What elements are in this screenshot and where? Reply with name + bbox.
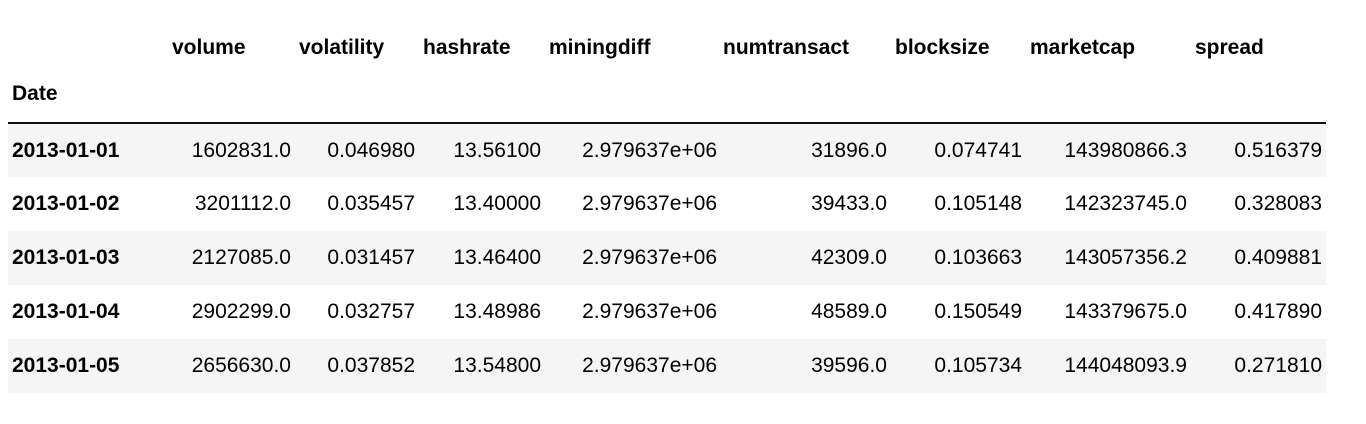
column-header-spread: spread: [1195, 36, 1264, 59]
row-index: 2013-01-04: [12, 300, 120, 323]
table-row: 2013-01-03 2127085.0 0.031457 13.46400 2…: [8, 231, 1326, 285]
cell-volume: 2656630.0: [191, 354, 291, 377]
cell-volatility: 0.031457: [327, 246, 415, 269]
column-header-row: volume volatility hashrate miningdiff nu…: [8, 14, 1326, 82]
cell-numtransact: 42309.0: [811, 246, 887, 269]
cell-marketcap: 143379675.0: [1064, 300, 1187, 323]
row-index: 2013-01-01: [12, 138, 120, 162]
row-index: 2013-01-02: [12, 192, 120, 215]
cell-numtransact: 31896.0: [811, 138, 887, 162]
cell-volatility: 0.035457: [327, 192, 415, 215]
cell-spread: 0.417890: [1234, 300, 1322, 323]
cell-blocksize: 0.150549: [934, 300, 1022, 323]
cell-spread: 0.271810: [1234, 354, 1322, 377]
index-name: Date: [12, 82, 58, 105]
cell-hashrate: 13.40000: [453, 192, 541, 215]
cell-volume: 1602831.0: [191, 138, 291, 162]
cell-marketcap: 143057356.2: [1064, 246, 1187, 269]
cell-volume: 2127085.0: [191, 246, 291, 269]
table-row: 2013-01-01 1602831.0 0.046980 13.56100 2…: [8, 123, 1326, 177]
cell-marketcap: 143980866.3: [1064, 138, 1187, 162]
cell-blocksize: 0.074741: [934, 138, 1022, 162]
dataframe-output: volume volatility hashrate miningdiff nu…: [8, 14, 1326, 393]
cell-miningdiff: 2.979637e+06: [582, 354, 717, 377]
cell-numtransact: 48589.0: [811, 300, 887, 323]
cell-hashrate: 13.56100: [453, 138, 541, 162]
cell-blocksize: 0.105148: [934, 192, 1022, 215]
cell-volatility: 0.032757: [327, 300, 415, 323]
cell-hashrate: 13.46400: [453, 246, 541, 269]
cell-marketcap: 144048093.9: [1064, 354, 1187, 377]
dataframe-table: volume volatility hashrate miningdiff nu…: [8, 14, 1326, 393]
cell-miningdiff: 2.979637e+06: [582, 300, 717, 323]
table-body: 2013-01-01 1602831.0 0.046980 13.56100 2…: [8, 123, 1326, 393]
cell-miningdiff: 2.979637e+06: [582, 246, 717, 269]
table-row: 2013-01-02 3201112.0 0.035457 13.40000 2…: [8, 177, 1326, 231]
cell-volatility: 0.037852: [327, 354, 415, 377]
cell-numtransact: 39433.0: [811, 192, 887, 215]
cell-volume: 2902299.0: [191, 300, 291, 323]
row-index: 2013-01-03: [12, 246, 120, 269]
cell-spread: 0.409881: [1234, 246, 1322, 269]
column-header-marketcap: marketcap: [1030, 36, 1136, 59]
cell-blocksize: 0.105734: [934, 354, 1022, 377]
cell-numtransact: 39596.0: [811, 354, 887, 377]
cell-spread: 0.328083: [1234, 192, 1322, 215]
index-name-row: Date: [8, 82, 1326, 123]
column-header-blank: [8, 14, 158, 82]
column-header-volume: volume: [172, 36, 246, 59]
cell-volatility: 0.046980: [327, 138, 415, 162]
column-header-miningdiff: miningdiff: [549, 36, 651, 59]
table-row: 2013-01-04 2902299.0 0.032757 13.48986 2…: [8, 285, 1326, 339]
cell-hashrate: 13.48986: [453, 300, 541, 323]
column-header-blocksize: blocksize: [895, 36, 990, 59]
table-row: 2013-01-05 2656630.0 0.037852 13.54800 2…: [8, 339, 1326, 393]
cell-miningdiff: 2.979637e+06: [582, 138, 717, 162]
cell-marketcap: 142323745.0: [1064, 192, 1187, 215]
cell-miningdiff: 2.979637e+06: [582, 192, 717, 215]
row-index: 2013-01-05: [12, 354, 120, 377]
cell-spread: 0.516379: [1234, 138, 1322, 162]
cell-hashrate: 13.54800: [453, 354, 541, 377]
column-header-hashrate: hashrate: [423, 36, 511, 59]
cell-blocksize: 0.103663: [934, 246, 1022, 269]
column-header-volatility: volatility: [299, 36, 385, 59]
cell-volume: 3201112.0: [194, 192, 291, 215]
table-header: volume volatility hashrate miningdiff nu…: [8, 14, 1326, 123]
column-header-numtransact: numtransact: [723, 36, 850, 59]
